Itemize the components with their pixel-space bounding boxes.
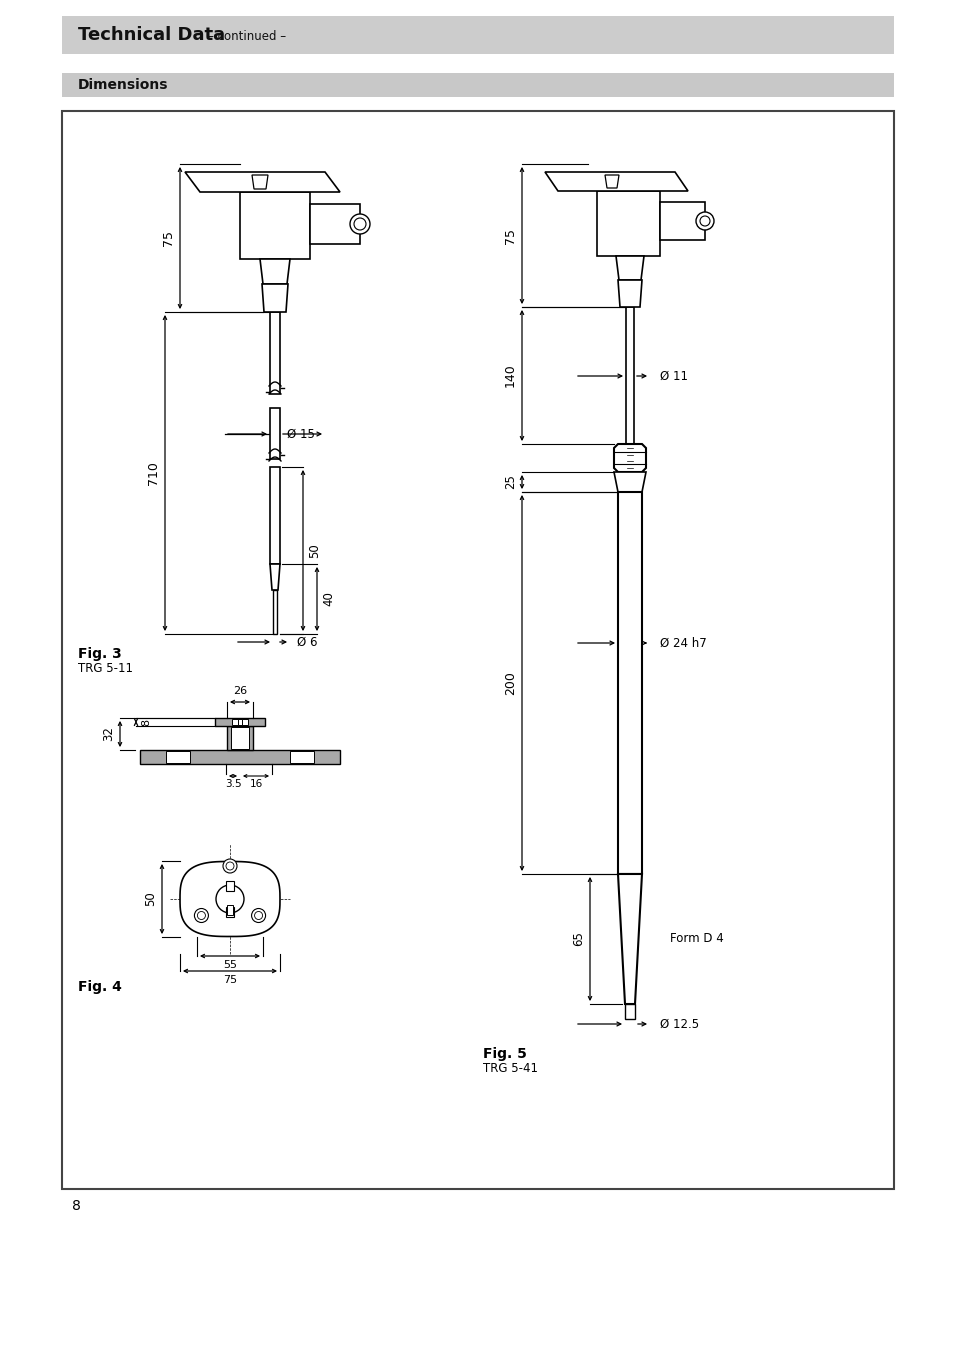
Text: 140: 140 bbox=[503, 364, 517, 387]
Polygon shape bbox=[185, 172, 339, 192]
Circle shape bbox=[252, 909, 265, 922]
Bar bbox=[270, 467, 280, 565]
Circle shape bbox=[197, 911, 205, 919]
Text: 50: 50 bbox=[144, 892, 157, 906]
Bar bbox=[214, 718, 265, 726]
Circle shape bbox=[215, 886, 244, 913]
Text: 200: 200 bbox=[503, 672, 517, 695]
Polygon shape bbox=[270, 565, 280, 590]
Bar bbox=[597, 191, 659, 256]
Circle shape bbox=[354, 218, 366, 230]
Circle shape bbox=[194, 909, 208, 922]
Circle shape bbox=[254, 911, 262, 919]
Text: 16: 16 bbox=[249, 779, 262, 789]
Text: 40: 40 bbox=[322, 592, 335, 607]
Text: 8: 8 bbox=[141, 719, 151, 726]
Text: TRG 5-11: TRG 5-11 bbox=[78, 662, 132, 676]
Text: Fig. 4: Fig. 4 bbox=[78, 980, 122, 994]
Polygon shape bbox=[226, 907, 233, 917]
Text: 32: 32 bbox=[102, 727, 115, 742]
Text: – continued –: – continued – bbox=[208, 30, 286, 42]
Text: 75: 75 bbox=[162, 230, 174, 246]
Text: TRG 5-41: TRG 5-41 bbox=[482, 1063, 537, 1075]
Bar bbox=[62, 16, 893, 54]
Text: Technical Data: Technical Data bbox=[78, 26, 225, 43]
Bar bbox=[273, 590, 276, 634]
Polygon shape bbox=[616, 256, 643, 280]
Polygon shape bbox=[262, 284, 288, 311]
Text: 75: 75 bbox=[503, 227, 517, 244]
Text: 8: 8 bbox=[71, 1200, 81, 1213]
Polygon shape bbox=[604, 175, 618, 188]
Circle shape bbox=[226, 862, 233, 871]
Polygon shape bbox=[614, 444, 645, 473]
Bar bbox=[659, 202, 704, 240]
Bar bbox=[240, 192, 310, 259]
Circle shape bbox=[700, 217, 709, 226]
Text: 25: 25 bbox=[503, 474, 517, 489]
Text: 26: 26 bbox=[233, 686, 247, 696]
Text: 50: 50 bbox=[308, 543, 320, 558]
Polygon shape bbox=[226, 881, 233, 891]
Text: Fig. 5: Fig. 5 bbox=[482, 1047, 526, 1062]
Bar bbox=[227, 904, 233, 915]
Text: Ø 11: Ø 11 bbox=[659, 370, 687, 382]
Circle shape bbox=[696, 213, 713, 230]
Polygon shape bbox=[618, 873, 641, 1005]
Bar bbox=[232, 719, 248, 724]
Polygon shape bbox=[260, 259, 290, 284]
Text: 55: 55 bbox=[223, 960, 236, 969]
Text: 65: 65 bbox=[572, 932, 584, 946]
Polygon shape bbox=[618, 280, 641, 307]
Text: Ø 6: Ø 6 bbox=[296, 635, 317, 649]
Text: 3.5: 3.5 bbox=[225, 779, 241, 789]
Bar bbox=[227, 726, 253, 750]
Text: 75: 75 bbox=[223, 975, 236, 984]
Bar bbox=[290, 751, 314, 764]
Bar bbox=[237, 719, 242, 724]
Polygon shape bbox=[252, 175, 268, 190]
Polygon shape bbox=[544, 172, 687, 191]
Bar bbox=[624, 1005, 635, 1020]
Text: Ø 12.5: Ø 12.5 bbox=[659, 1017, 699, 1030]
Circle shape bbox=[223, 858, 236, 873]
Text: Fig. 3: Fig. 3 bbox=[78, 647, 122, 661]
Text: Form D 4: Form D 4 bbox=[669, 933, 723, 945]
Circle shape bbox=[350, 214, 370, 234]
Text: Ø 24 h7: Ø 24 h7 bbox=[659, 636, 706, 650]
Text: Ø 15: Ø 15 bbox=[287, 428, 314, 440]
Bar bbox=[625, 307, 634, 444]
Text: Dimensions: Dimensions bbox=[78, 79, 169, 92]
Bar bbox=[270, 311, 280, 394]
Polygon shape bbox=[614, 473, 645, 492]
Bar bbox=[618, 492, 641, 873]
Bar bbox=[140, 750, 339, 764]
Text: 710: 710 bbox=[147, 462, 160, 485]
Polygon shape bbox=[180, 861, 280, 937]
Bar bbox=[310, 204, 359, 244]
Bar bbox=[62, 73, 893, 97]
Bar bbox=[270, 408, 280, 459]
Bar bbox=[166, 751, 190, 764]
Bar bbox=[231, 727, 249, 749]
Bar bbox=[62, 111, 893, 1189]
